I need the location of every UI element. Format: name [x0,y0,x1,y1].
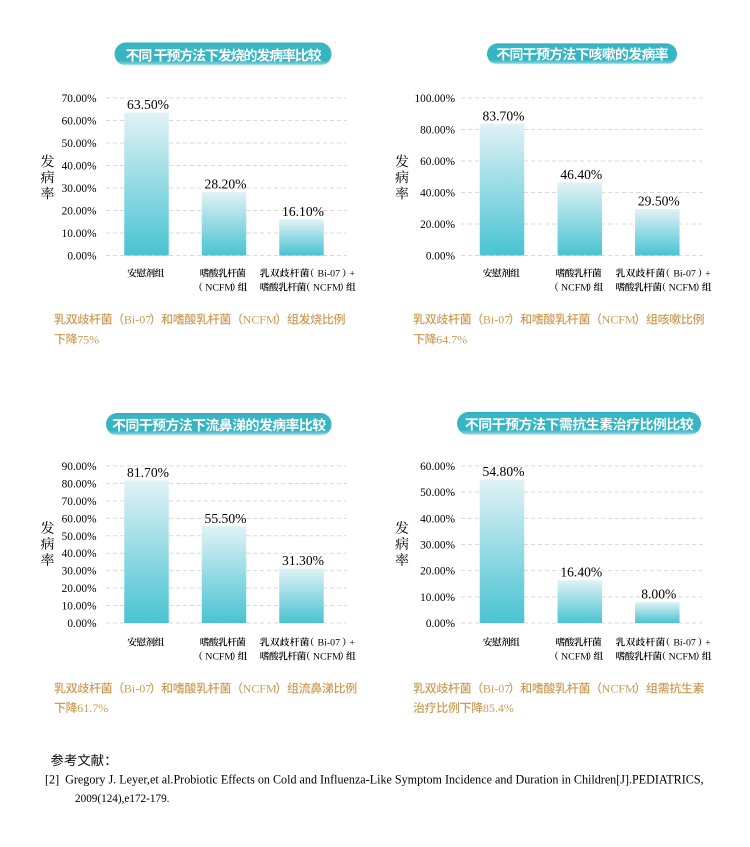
svg-text:40.00%: 40.00% [62,548,97,560]
svg-text:80.00%: 80.00% [62,478,97,490]
svg-text:NCFM: NCFM [602,313,636,327]
svg-text:100.00%: 100.00% [415,93,456,105]
svg-text:NCFM: NCFM [205,283,233,294]
svg-text:28.20%: 28.20% [205,177,247,192]
svg-text:NCFM: NCFM [561,283,589,294]
svg-text:16.10%: 16.10% [282,204,324,219]
svg-text:20.00%: 20.00% [420,219,455,231]
svg-text:Bi-07: Bi-07 [483,682,510,696]
svg-text:NCFM: NCFM [602,682,636,696]
svg-text:61.7%: 61.7% [77,701,108,715]
svg-text:20.00%: 20.00% [62,583,97,595]
svg-text:NCFM: NCFM [243,313,277,327]
svg-text:0.00%: 0.00% [67,251,97,263]
svg-text:63.50%: 63.50% [127,97,169,112]
svg-text:60.00%: 60.00% [62,116,97,128]
svg-text:70.00%: 70.00% [62,496,97,508]
svg-text:0.00%: 0.00% [426,251,456,263]
svg-text:10.00%: 10.00% [420,592,455,604]
svg-text:Bi-07: Bi-07 [673,269,696,280]
svg-text:64.7%: 64.7% [436,332,467,346]
svg-text:70.00%: 70.00% [62,93,97,105]
svg-text:40.00%: 40.00% [420,188,455,200]
svg-text:60.00%: 60.00% [420,156,455,168]
svg-text:10.00%: 10.00% [62,601,97,613]
svg-text:0.00%: 0.00% [426,618,456,630]
svg-text:8.00%: 8.00% [641,587,676,602]
svg-text:81.70%: 81.70% [127,465,169,480]
svg-text:+: + [705,638,711,649]
svg-text:50.00%: 50.00% [420,487,455,499]
svg-text:60.00%: 60.00% [62,513,97,525]
svg-text:29.50%: 29.50% [638,194,680,209]
svg-text:NCFM: NCFM [669,652,697,663]
svg-text:90.00%: 90.00% [62,461,97,473]
svg-text:55.50%: 55.50% [205,511,247,526]
svg-text:NCFM: NCFM [205,652,233,663]
svg-text:Bi-07: Bi-07 [124,313,151,327]
svg-text:Bi-07: Bi-07 [673,638,696,649]
svg-text:NCFM: NCFM [313,652,341,663]
svg-text:40.00%: 40.00% [420,513,455,525]
svg-text:NCFM: NCFM [561,652,589,663]
svg-text:[2] Gregory J. Leyer,et al.Pr: [2] Gregory J. Leyer,et al.Probiotic Eff… [45,772,704,786]
svg-text:31.30%: 31.30% [282,553,324,568]
svg-text:75%: 75% [77,332,99,346]
svg-text:0.00%: 0.00% [67,618,97,630]
svg-text:30.00%: 30.00% [420,540,455,552]
svg-text:Bi-07: Bi-07 [124,682,151,696]
svg-text:60.00%: 60.00% [420,461,455,473]
svg-text:83.70%: 83.70% [483,108,525,123]
svg-text:Bi-07: Bi-07 [318,269,341,280]
svg-text:80.00%: 80.00% [420,125,455,137]
svg-text:30.00%: 30.00% [62,566,97,578]
svg-text:Bi-07: Bi-07 [483,313,510,327]
svg-text:NCFM: NCFM [669,283,697,294]
svg-text:20.00%: 20.00% [62,206,97,218]
svg-text:+: + [349,269,355,280]
svg-text:2009(124),e172-179.: 2009(124),e172-179. [75,793,170,805]
svg-text:20.00%: 20.00% [420,566,455,578]
svg-text:16.40%: 16.40% [560,565,602,580]
svg-text:Bi-07: Bi-07 [318,638,341,649]
svg-text:NCFM: NCFM [313,283,341,294]
svg-text:30.00%: 30.00% [62,183,97,195]
svg-text:46.40%: 46.40% [560,167,602,182]
svg-text:54.80%: 54.80% [483,464,525,479]
svg-text:50.00%: 50.00% [62,138,97,150]
svg-text:+: + [705,269,711,280]
svg-text:85.4%: 85.4% [483,701,514,715]
svg-text:10.00%: 10.00% [62,228,97,240]
svg-text:+: + [349,638,355,649]
svg-text:NCFM: NCFM [243,682,277,696]
svg-text:50.00%: 50.00% [62,531,97,543]
svg-text:40.00%: 40.00% [62,161,97,173]
